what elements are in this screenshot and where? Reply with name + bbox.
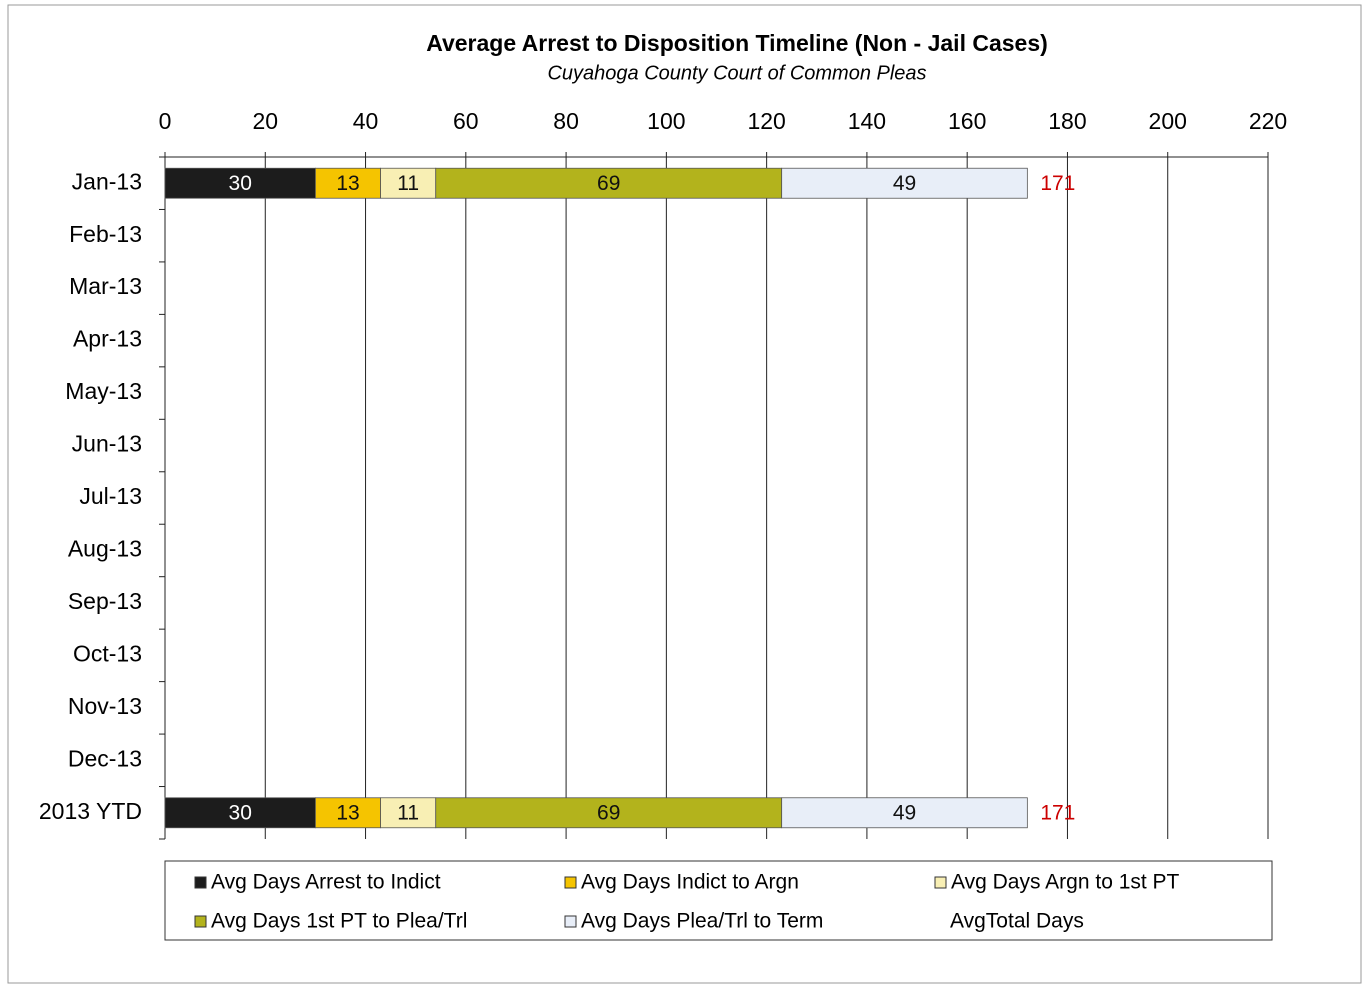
legend-box xyxy=(164,860,1273,941)
y-tick-label: Apr-13 xyxy=(73,326,142,352)
legend-swatch xyxy=(194,876,207,889)
bar-label: 30 xyxy=(229,172,252,195)
x-tick-label: 140 xyxy=(848,108,886,134)
bar-segment xyxy=(315,797,381,829)
legend-label: Avg Days 1st PT to Plea/Trl xyxy=(211,910,467,933)
bar-label: 30 xyxy=(229,801,252,824)
x-tick-label: 160 xyxy=(948,108,986,134)
bar-segment xyxy=(781,167,1028,199)
y-tick-label: Jul-13 xyxy=(79,483,142,509)
x-tick-label: 60 xyxy=(453,108,479,134)
x-tick-label: 40 xyxy=(353,108,379,134)
bar-label: 69 xyxy=(597,172,620,195)
bar-segment xyxy=(781,797,1028,829)
bar-segment xyxy=(164,797,316,829)
y-tick-label: Jun-13 xyxy=(72,431,142,457)
total-label: 171 xyxy=(1040,172,1075,195)
y-tick-label: Jan-13 xyxy=(72,168,142,194)
legend-label: Avg Days Arrest to Indict xyxy=(211,871,441,894)
y-tick-label: Dec-13 xyxy=(68,745,142,771)
x-tick-label: 20 xyxy=(252,108,278,134)
bar-segment xyxy=(435,797,783,829)
legend-swatch xyxy=(194,915,207,928)
y-tick-label: Sep-13 xyxy=(68,588,142,614)
bar-label: 11 xyxy=(397,172,419,195)
y-tick-label: 2013 YTD xyxy=(39,798,142,824)
y-tick-label: Mar-13 xyxy=(69,273,142,299)
bar-label: 13 xyxy=(336,801,359,824)
x-tick-label: 120 xyxy=(747,108,785,134)
x-tick-label: 0 xyxy=(159,108,172,134)
bar-segment xyxy=(380,167,437,199)
bar-label: 13 xyxy=(336,172,359,195)
x-tick-label: 200 xyxy=(1149,108,1187,134)
chart-frame xyxy=(7,4,1362,984)
legend-label: Avg Days Indict to Argn xyxy=(581,871,799,894)
x-tick-label: 80 xyxy=(553,108,579,134)
bar-label: 49 xyxy=(893,801,916,824)
chart-title: Average Arrest to Disposition Timeline (… xyxy=(426,30,1048,56)
bar-label: 49 xyxy=(893,172,916,195)
bar-label: 11 xyxy=(397,801,419,824)
bar-segment xyxy=(164,167,316,199)
y-tick-label: Feb-13 xyxy=(69,221,142,247)
x-tick-label: 220 xyxy=(1249,108,1287,134)
legend-label: AvgTotal Days xyxy=(950,910,1084,933)
bar-label: 69 xyxy=(597,801,620,824)
x-tick-label: 180 xyxy=(1048,108,1086,134)
x-tick-label: 100 xyxy=(647,108,685,134)
y-tick-label: May-13 xyxy=(65,378,142,404)
y-tick-label: Oct-13 xyxy=(73,640,142,666)
y-tick-label: Nov-13 xyxy=(68,693,142,719)
legend-label: Avg Days Argn to 1st PT xyxy=(951,871,1180,894)
legend-label: Avg Days Plea/Trl to Term xyxy=(581,910,823,933)
total-label: 171 xyxy=(1040,801,1075,824)
bar-segment xyxy=(435,167,783,199)
chart-subtitle: Cuyahoga County Court of Common Pleas xyxy=(547,62,926,84)
legend-swatch xyxy=(564,876,577,889)
legend-swatch xyxy=(934,876,947,889)
bar-segment xyxy=(380,797,437,829)
y-tick-label: Aug-13 xyxy=(68,536,142,562)
legend-swatch xyxy=(564,915,577,928)
